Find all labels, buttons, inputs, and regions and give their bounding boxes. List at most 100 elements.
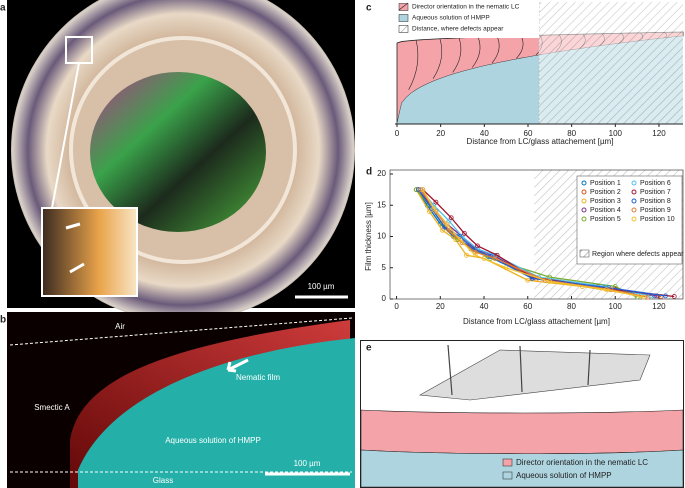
x-axis-label: Distance from LC/glass attachement [µm] <box>467 137 614 146</box>
legend-marker <box>631 180 637 186</box>
plot-frame <box>389 169 684 300</box>
legend-marker <box>631 216 637 222</box>
director-line <box>491 36 500 64</box>
y-tick-label: 10 <box>377 232 386 241</box>
nematic-band <box>360 409 684 455</box>
point <box>420 187 426 193</box>
nematic-label: Nematic film <box>236 373 280 382</box>
point <box>446 227 452 233</box>
legend-label: Director orientation in the nematic LC <box>412 4 520 11</box>
core <box>90 72 266 232</box>
legend-marker <box>631 198 637 204</box>
point <box>671 294 677 299</box>
aqueous-label: Aqueous solution of HMPP <box>165 436 261 445</box>
x-tick-label: 0 <box>395 129 400 138</box>
legend-marker <box>631 207 637 213</box>
legend-swatch <box>502 471 513 480</box>
legend-marker <box>581 189 587 195</box>
point <box>641 294 647 300</box>
scale-label: 100 µm <box>308 282 335 291</box>
point <box>459 240 465 246</box>
legend-hatch <box>398 2 409 11</box>
x-tick-label: 100 <box>609 302 623 311</box>
series-line <box>420 189 651 297</box>
air-line <box>9 317 353 346</box>
legend-label: Distance, where defects appear <box>412 26 504 33</box>
legend-label: Position 7 <box>640 189 671 196</box>
point <box>464 252 469 258</box>
point <box>446 218 452 224</box>
x-axis-label: Distance from LC/glass attachement [µm] <box>463 317 610 326</box>
panel-label: c <box>366 3 372 14</box>
panel-a: 100 µm a <box>0 0 355 322</box>
legend-swatch <box>398 14 409 22</box>
x-tick-label: 0 <box>394 302 399 311</box>
series-line <box>422 189 644 298</box>
point <box>503 265 509 271</box>
legend-label: Position 3 <box>590 198 621 205</box>
arrow <box>226 358 249 373</box>
air-label: Air <box>115 322 125 331</box>
3d-defects <box>447 344 591 396</box>
legend-label: Position 1 <box>590 180 621 187</box>
inset <box>41 207 138 297</box>
legend-marker <box>581 180 587 186</box>
legend-marker <box>631 189 637 195</box>
y-tick-label: 15 <box>377 200 386 209</box>
y-tick-label: 0 <box>382 294 387 303</box>
point <box>492 255 498 261</box>
legend-label: Region where defects appear <box>592 251 684 258</box>
aqueous <box>78 338 355 488</box>
x-tick-label: 120 <box>652 129 666 138</box>
point <box>433 199 439 205</box>
legend-swatch <box>502 458 513 467</box>
series-line <box>415 189 642 297</box>
panel-e: e Director orientation in the nematic LC… <box>360 340 684 488</box>
legend-label: Position 2 <box>590 189 621 196</box>
point <box>457 237 463 243</box>
director-line <box>472 37 481 68</box>
legend-label: Position 10 <box>640 216 675 223</box>
point <box>472 252 478 258</box>
legend-box <box>396 2 539 38</box>
legend-label: Position 9 <box>640 207 671 214</box>
glass-label: Glass <box>153 476 173 485</box>
x-tick-label: 40 <box>480 302 489 311</box>
legend-swatch <box>398 3 409 11</box>
aqueous-band <box>360 449 684 488</box>
y-axis-label: Film thickness [µm] <box>364 202 373 271</box>
y-tick-label: 5 <box>382 263 387 272</box>
x-tick-label: 20 <box>436 302 445 311</box>
legend-label: Director orientation in the nematic LC <box>516 458 648 467</box>
x-tick-label: 20 <box>436 129 445 138</box>
panel-label: b <box>0 315 6 326</box>
point <box>472 249 478 255</box>
director-line <box>452 37 462 73</box>
x-tick-label: 120 <box>652 302 666 311</box>
legend-label: Position 8 <box>640 198 671 205</box>
series-line <box>417 189 666 297</box>
panel-b: Air Smectic A Nematic film Aqueous solut… <box>0 312 355 488</box>
3d-film <box>419 349 651 401</box>
point <box>663 293 668 299</box>
nematic-film <box>70 320 350 488</box>
y-tick-label: 20 <box>377 169 386 178</box>
x-tick-label: 100 <box>609 129 623 138</box>
legend-swatch <box>579 249 590 258</box>
defect-region <box>538 2 683 124</box>
point <box>604 287 609 293</box>
director-line <box>432 38 443 79</box>
point <box>426 209 432 214</box>
legend-box <box>576 175 683 265</box>
legend-label: Aqueous solution of HMPP <box>412 15 490 22</box>
scale-label: 100 µm <box>294 459 321 468</box>
panel-label: e <box>366 343 372 354</box>
point <box>494 252 500 258</box>
point <box>440 227 445 233</box>
legend-label: Position 5 <box>590 216 621 223</box>
inset-arrows <box>65 222 85 274</box>
zoom-line <box>51 62 80 209</box>
point <box>448 215 454 221</box>
point <box>433 209 439 214</box>
